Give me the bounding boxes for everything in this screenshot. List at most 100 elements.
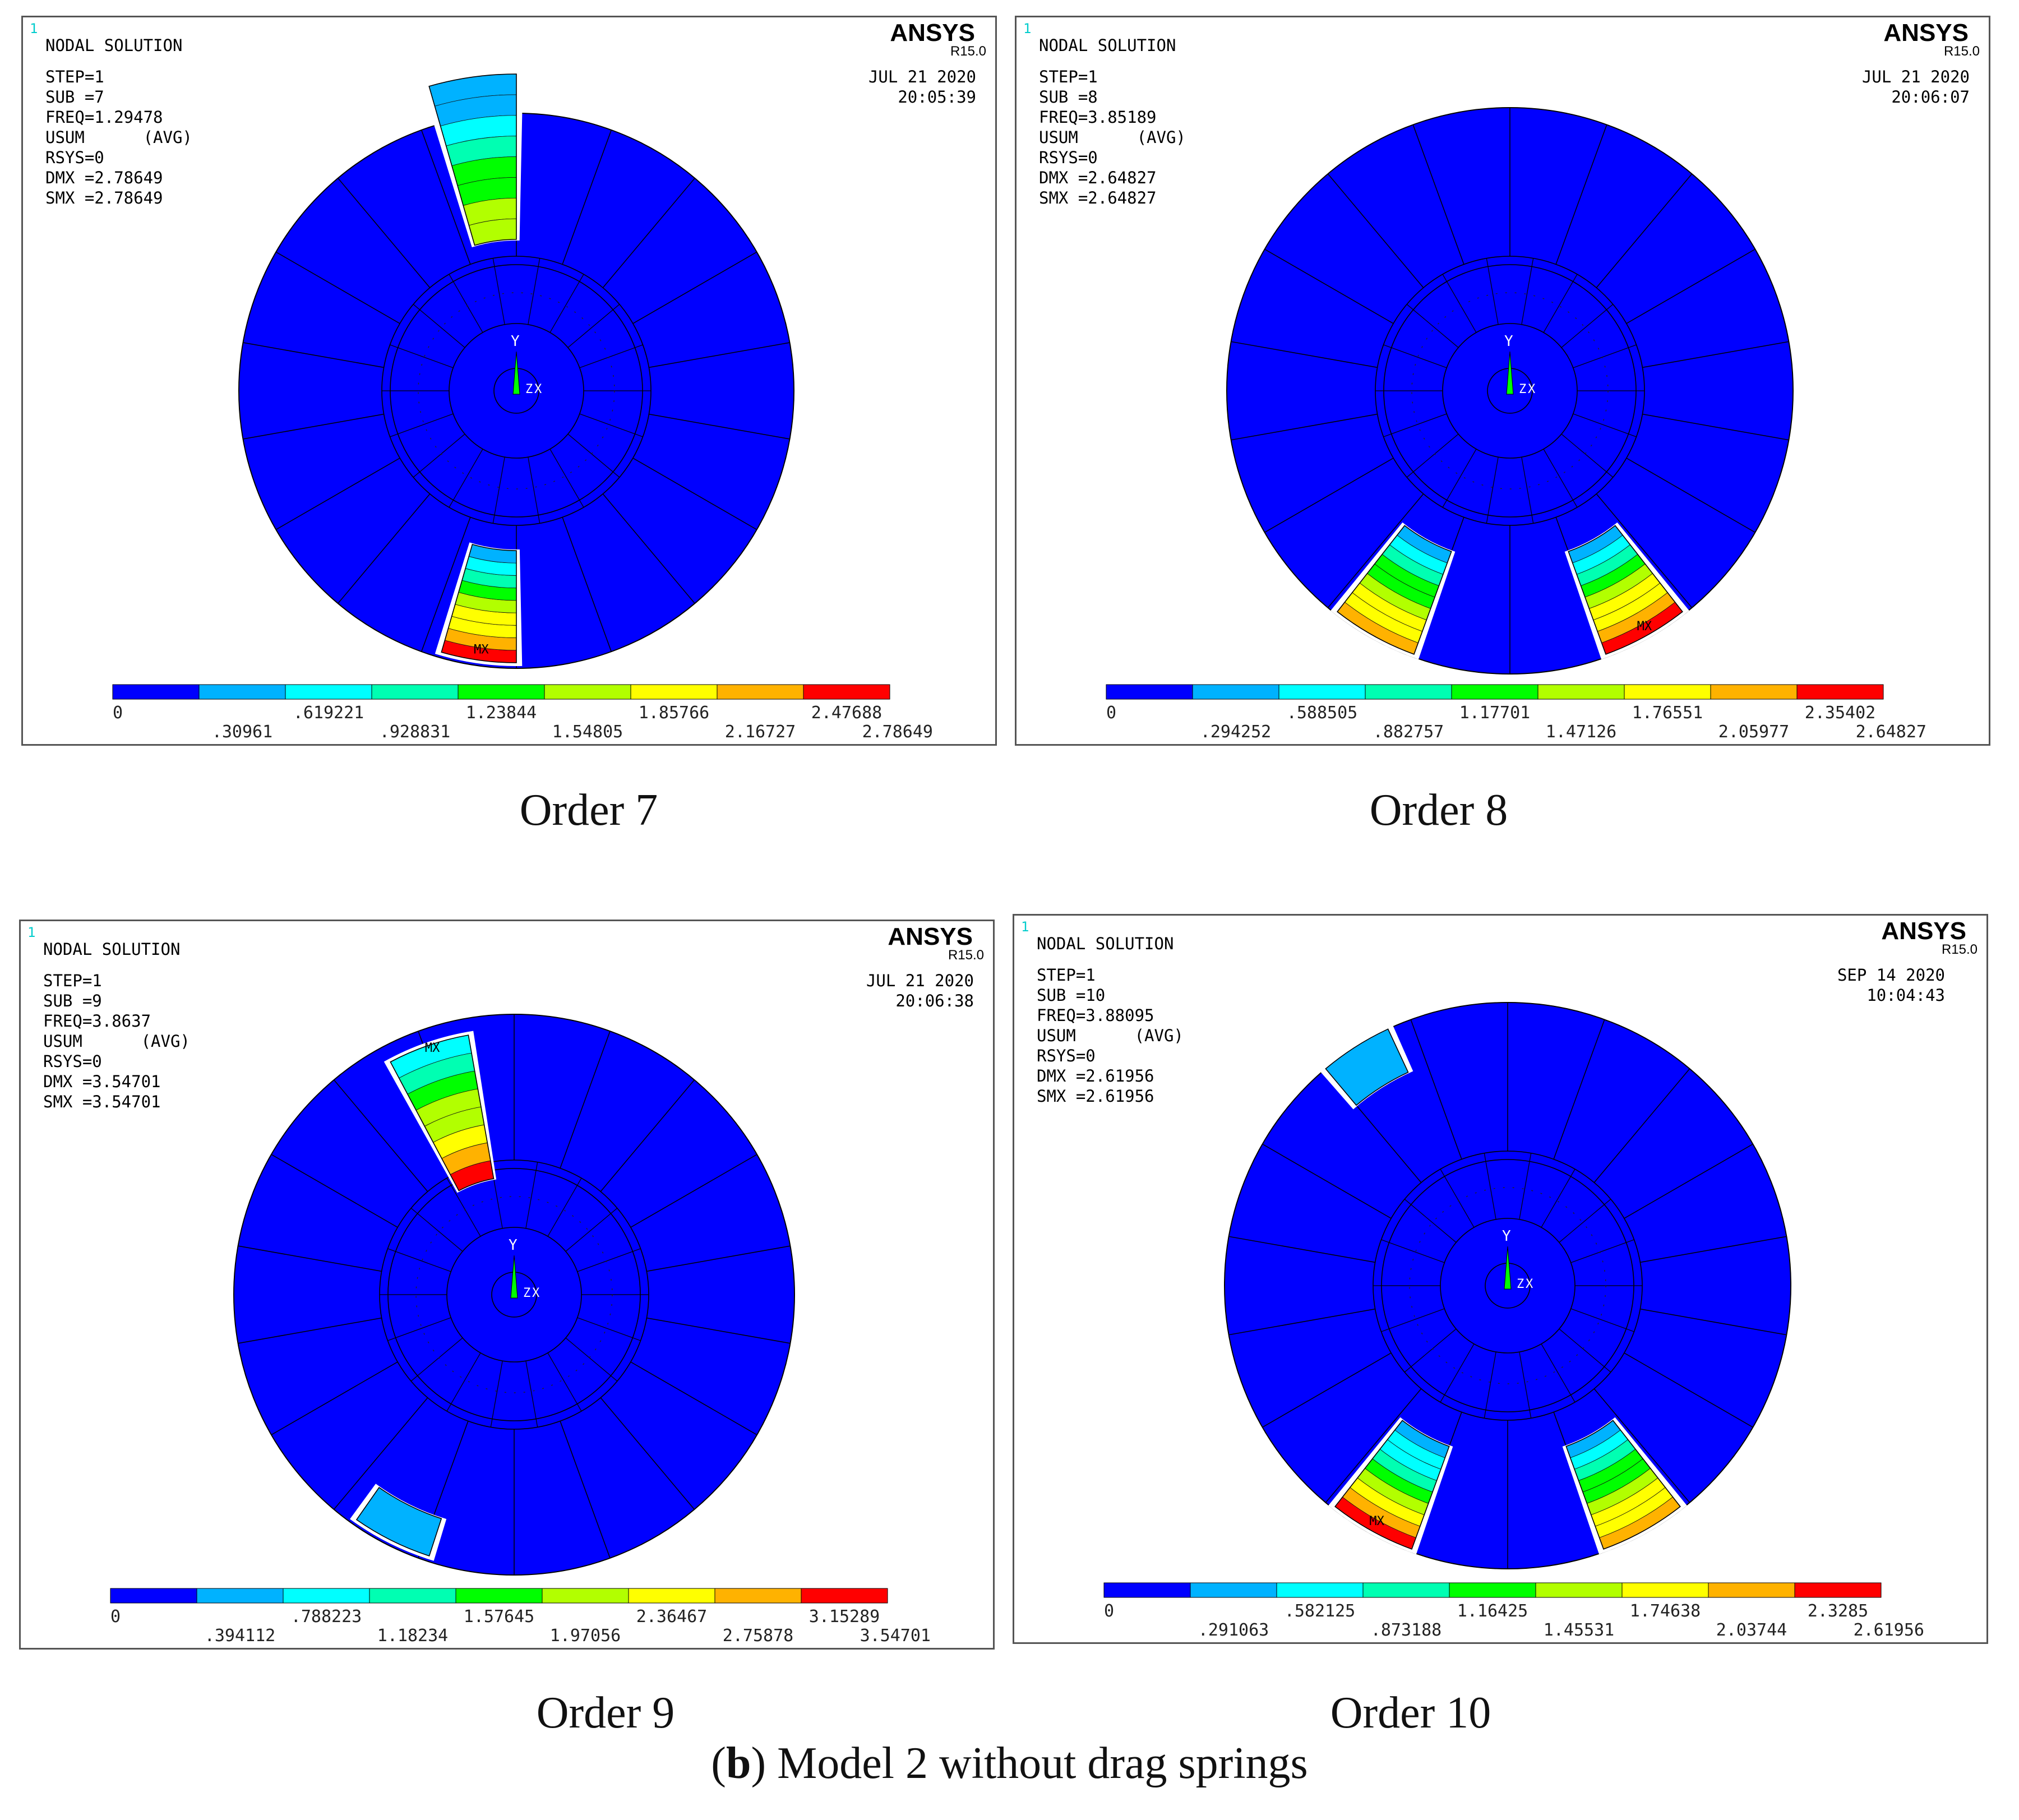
- contour-legend-bar: 0 .582125 1.16425 1.74638 2.3285 .291063 .8731…: [1103, 1582, 1924, 1640]
- blade-divider: [1327, 493, 1424, 608]
- hub-divider: [449, 274, 483, 333]
- axis-label-z: Z: [523, 1286, 530, 1300]
- info-line: STEP=1: [1037, 966, 1096, 985]
- hub-divider: [1440, 1168, 1475, 1228]
- blade-divider: [1626, 248, 1755, 324]
- figure-caption-text: Model 2 without drag springs: [777, 1739, 1308, 1788]
- hub-divider: [528, 258, 540, 325]
- hub-divider: [387, 1317, 451, 1341]
- panel-caption-order-7: Order 7: [519, 786, 658, 835]
- legend-tick-top: 0: [113, 703, 123, 723]
- legend-tick-top: 1.85766: [639, 703, 709, 723]
- legend-swatch: [1796, 684, 1884, 700]
- blade-divider: [646, 1245, 791, 1272]
- plot-header: NODAL SOLUTION: [45, 36, 182, 55]
- hub-ring: [446, 1227, 582, 1362]
- blade-divider: [1264, 248, 1394, 324]
- info-line: DMX =2.78649: [45, 168, 163, 187]
- blade-outline: [1334, 1420, 1450, 1550]
- hub-divider: [549, 449, 584, 508]
- ansys-panel-order-10: 1 ANSYS R15.0 NODAL SOLUTION STEP=1 SUB …: [1013, 914, 1988, 1644]
- legend-tick-bottom: .873188: [1371, 1620, 1442, 1640]
- legend-swatch: [1276, 1582, 1364, 1598]
- contour-legend-bar: 0 .788223 1.57645 2.36467 3.15289 .394112 1.18…: [110, 1588, 931, 1646]
- legend-swatch: [369, 1588, 456, 1604]
- blade-divider: [562, 130, 612, 265]
- blade-divider: [334, 1397, 428, 1510]
- legend-swatch: [112, 684, 200, 700]
- blade-outline: [1565, 1420, 1681, 1550]
- legend-tick-bottom: 3.54701: [860, 1626, 931, 1646]
- blade-outline: [441, 543, 517, 663]
- legend-tick-top: .588505: [1287, 703, 1357, 723]
- hub-ring: [1375, 256, 1645, 526]
- blade-divider: [600, 1397, 695, 1510]
- hub-divider: [565, 1208, 618, 1252]
- legend-tick-top: 2.3285: [1808, 1601, 1868, 1621]
- hub-divider: [1573, 413, 1637, 437]
- hub-ring: [1442, 323, 1578, 459]
- info-line: RSYS=0: [45, 148, 104, 167]
- axis-triad-y: [1504, 1246, 1512, 1290]
- legend-swatch: [1710, 684, 1798, 700]
- info-line: SMX =2.64827: [1039, 188, 1157, 207]
- blade-divider: [649, 413, 790, 440]
- hub-divider: [449, 449, 483, 508]
- info-line: STEP=1: [43, 971, 102, 990]
- info-line: SMX =2.61956: [1037, 1087, 1154, 1106]
- hub-divider: [1519, 1352, 1532, 1419]
- legend-swatch: [198, 684, 286, 700]
- legend-swatch: [803, 684, 890, 700]
- window-number: 1: [1023, 21, 1031, 36]
- legend-swatch: [110, 1588, 197, 1604]
- hub-divider: [549, 274, 584, 333]
- plot-header: NODAL SOLUTION: [1037, 934, 1173, 953]
- hub-divider: [1543, 274, 1578, 333]
- window-number: 1: [27, 925, 35, 940]
- info-line: DMX =2.61956: [1037, 1066, 1154, 1085]
- blade-divider: [1640, 1308, 1787, 1336]
- hub-divider: [1383, 344, 1447, 368]
- legend-swatch: [1794, 1582, 1882, 1598]
- hub-divider: [492, 457, 505, 524]
- legend-tick-top: 1.57645: [464, 1607, 534, 1627]
- blade-outline: [1337, 525, 1452, 655]
- axis-label-z: Z: [1519, 382, 1526, 396]
- blade-divider: [1264, 458, 1394, 533]
- hub-divider: [1541, 1168, 1576, 1228]
- hub-divider: [413, 304, 465, 348]
- hub-divider: [1570, 1308, 1634, 1332]
- hub-divider: [1561, 304, 1614, 348]
- blade-divider: [1231, 413, 1378, 441]
- info-line: RSYS=0: [1037, 1046, 1096, 1065]
- blade-divider: [338, 493, 431, 604]
- axis-label-y: Y: [1504, 333, 1513, 350]
- plot-time: 20:05:39: [898, 87, 976, 107]
- hub-divider: [1486, 258, 1499, 325]
- axis-label-y: Y: [509, 1237, 518, 1254]
- legend-tick-top: 0: [1104, 1601, 1114, 1621]
- legend-swatch: [1362, 1582, 1450, 1598]
- hub-divider: [1404, 1328, 1457, 1373]
- hub-divider: [1381, 1308, 1445, 1332]
- plot-header: NODAL SOLUTION: [1039, 36, 1176, 55]
- axis-label-x: X: [534, 382, 542, 396]
- blade-divider: [1640, 1236, 1787, 1263]
- blade-divider: [560, 1031, 611, 1168]
- dashed-ring: [418, 292, 615, 489]
- blade-divider: [632, 251, 757, 324]
- info-line: RSYS=0: [43, 1052, 102, 1071]
- axis-label-y: Y: [511, 333, 520, 350]
- info-line: SUB =10: [1037, 986, 1105, 1005]
- panel-svg: 1 ANSYS R15.0 NODAL SOLUTION STEP=1 SUB …: [1023, 19, 1980, 742]
- info-line: DMX =2.64827: [1039, 168, 1157, 187]
- axis-label-z: Z: [1517, 1277, 1524, 1291]
- ansys-version: R15.0: [948, 948, 984, 963]
- info-line: SMX =3.54701: [43, 1092, 161, 1111]
- ansys-version: R15.0: [1942, 942, 1978, 957]
- hub-divider: [567, 304, 620, 348]
- hub-ring: [387, 1168, 641, 1421]
- hub-divider: [1543, 449, 1578, 508]
- legend-tick-top: 2.36467: [636, 1607, 707, 1627]
- panel-caption-order-8: Order 8: [1369, 786, 1508, 835]
